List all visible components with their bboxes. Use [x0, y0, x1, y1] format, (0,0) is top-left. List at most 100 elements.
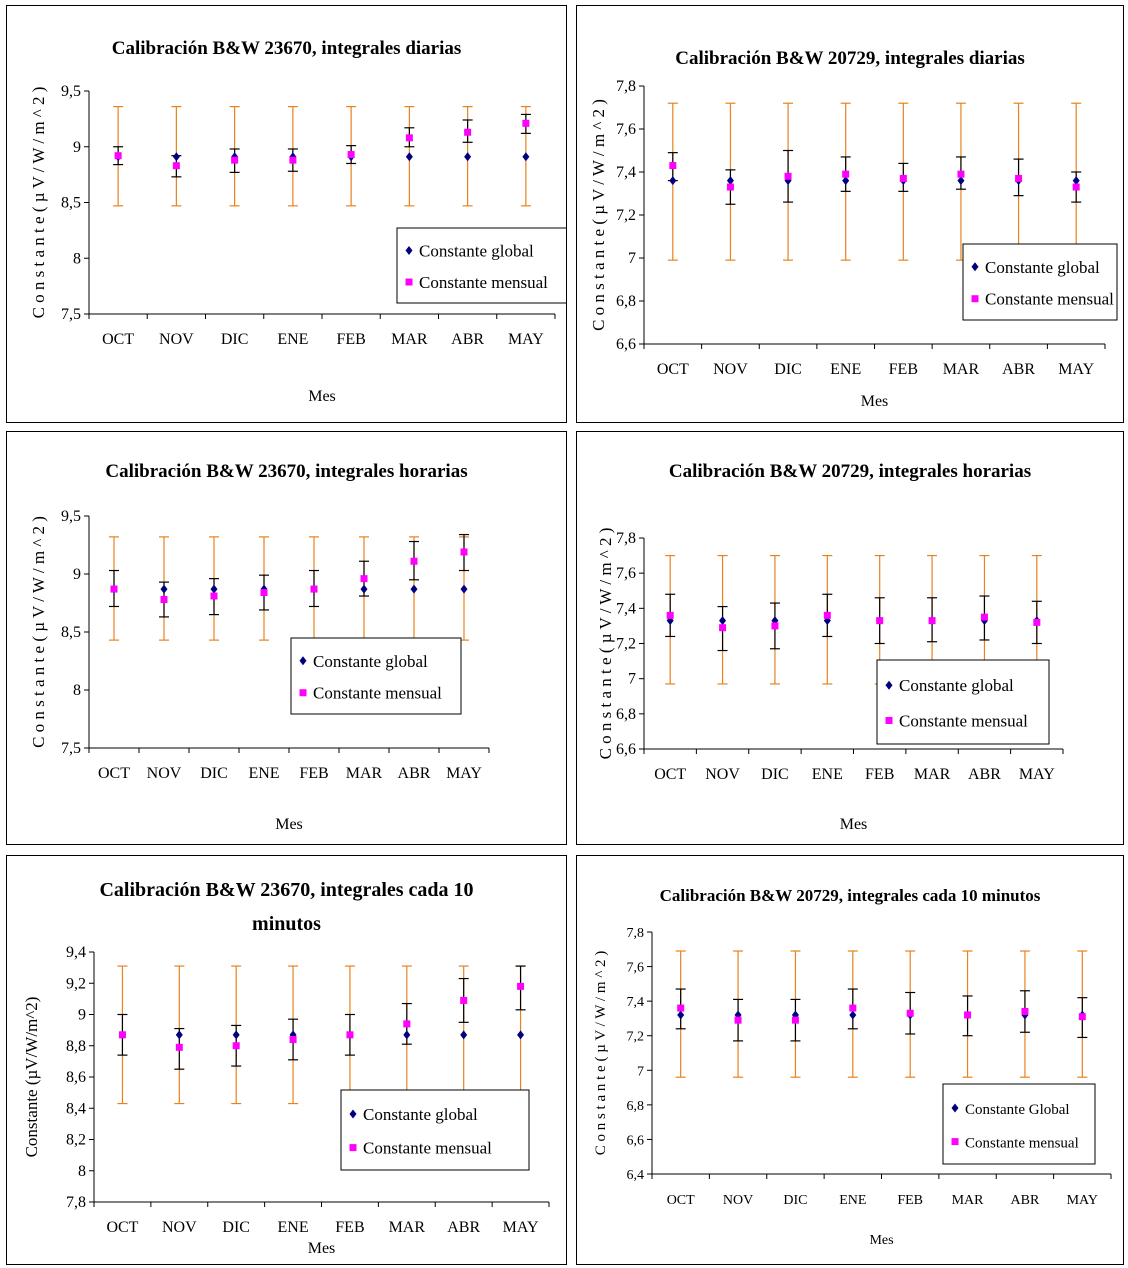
legend-global-label: Constante global — [363, 1105, 478, 1124]
x-tick-label: NOV — [162, 1219, 197, 1236]
chart-title-line2: minutos — [252, 913, 321, 935]
legend-global-marker — [299, 656, 307, 666]
y-tick-label: 7 — [628, 671, 636, 688]
mensual-point — [175, 1043, 183, 1051]
y-tick-label: 9 — [78, 1007, 86, 1024]
x-tick-label: OCT — [657, 361, 689, 378]
x-tick-label: DIC — [200, 765, 228, 782]
chart-panel-4: Calibración B&W 20729, integrales horari… — [576, 431, 1124, 845]
y-tick-label: 6,6 — [616, 741, 636, 758]
x-tick-label: MAY — [1019, 766, 1055, 783]
chart-panel-3: Calibración B&W 23670, integrales horari… — [6, 431, 567, 845]
x-axis-label: Mes — [840, 816, 868, 833]
x-tick-label: MAY — [1058, 361, 1094, 378]
mensual-point — [677, 1004, 685, 1012]
y-axis-label: C o n s t a n t e ( µ V / W / m ^ 2 ) — [29, 516, 48, 748]
legend-box — [290, 637, 462, 715]
mensual-point — [118, 1031, 126, 1039]
mensual-point — [231, 156, 239, 164]
chart-title: Calibración B&W 23670, integrales horari… — [105, 461, 467, 482]
y-tick-label: 7 — [637, 1064, 644, 1079]
mensual-point — [1015, 174, 1023, 182]
mensual-point — [110, 585, 118, 593]
global-point — [405, 152, 413, 162]
legend-mensual-label: Constante mensual — [985, 290, 1114, 309]
mensual-point — [260, 589, 268, 597]
chart-svg-3: Calibración B&W 23670, integrales horari… — [29, 461, 490, 833]
global-point — [957, 176, 965, 186]
y-tick-label: 9,5 — [61, 83, 81, 100]
x-tick-label: OCT — [102, 331, 134, 348]
x-tick-label: FEB — [299, 765, 328, 782]
legend-mensual-marker — [349, 1144, 357, 1152]
x-tick-label: DIC — [761, 766, 789, 783]
x-tick-label: NOV — [159, 331, 194, 348]
y-tick-label: 8,8 — [66, 1038, 86, 1055]
x-tick-label: MAY — [508, 331, 544, 348]
y-tick-label: 7,8 — [616, 78, 636, 95]
x-tick-label: NOV — [713, 361, 748, 378]
x-tick-label: MAR — [914, 766, 951, 783]
y-axis-label: C o n s t a n t e ( µ V / W / m ^ 2 ) — [596, 528, 615, 760]
x-tick-label: FEB — [336, 331, 365, 348]
chart-svg-2: Calibración B&W 20729, integrales diaria… — [589, 48, 1118, 410]
y-axis-label: Constante (µV/W/m^2) — [22, 997, 41, 1158]
mensual-point — [726, 183, 734, 191]
y-tick-label: 7,4 — [616, 164, 636, 181]
x-axis-label: Mes — [275, 816, 303, 833]
mensual-point — [964, 1011, 972, 1019]
legend-box — [396, 227, 566, 304]
y-tick-label: 7,8 — [627, 926, 645, 941]
x-tick-label: FEB — [335, 1219, 364, 1236]
legend-global-marker — [951, 1103, 959, 1113]
x-tick-label: MAY — [1067, 1193, 1098, 1208]
legend-mensual-label: Constante mensual — [419, 273, 548, 292]
mensual-point — [771, 622, 779, 630]
y-tick-label: 6,8 — [616, 293, 636, 310]
mensual-point — [957, 170, 965, 178]
mensual-point — [666, 611, 674, 619]
x-tick-label: FEB — [865, 766, 894, 783]
global-point — [232, 1030, 240, 1040]
y-tick-label: 9 — [73, 566, 81, 583]
x-tick-label: ENE — [839, 1193, 866, 1208]
mensual-point — [906, 1009, 914, 1017]
legend-mensual-marker — [951, 1138, 959, 1146]
mensual-point — [410, 557, 418, 565]
mensual-point — [460, 548, 468, 556]
chart-title: Calibración B&W 20729, integrales horari… — [669, 461, 1031, 482]
x-tick-label: OCT — [654, 766, 686, 783]
legend-box — [962, 243, 1118, 321]
chart-svg-5: Calibración B&W 23670, integrales cada 1… — [22, 879, 550, 1257]
mensual-point — [522, 119, 530, 127]
x-tick-label: MAR — [346, 765, 383, 782]
y-axis-label: C o n s t a n t e ( µ V / W / m ^ 2 ) — [593, 951, 609, 1156]
legend-box — [876, 659, 1050, 745]
global-point — [175, 1030, 183, 1040]
x-tick-label: NOV — [147, 765, 182, 782]
mensual-point — [347, 151, 355, 159]
y-tick-label: 8,4 — [66, 1100, 86, 1117]
x-tick-label: ABR — [451, 331, 484, 348]
mensual-point — [517, 982, 525, 990]
y-tick-label: 8,2 — [66, 1132, 86, 1149]
mensual-point — [403, 1020, 411, 1028]
chart-title: Calibración B&W 23670, integrales diaria… — [112, 38, 462, 59]
x-tick-label: MAR — [391, 331, 428, 348]
mensual-point — [928, 617, 936, 625]
x-tick-label: ABR — [1011, 1193, 1040, 1208]
x-tick-label: ENE — [248, 765, 279, 782]
mensual-point — [719, 624, 727, 632]
x-tick-label: DIC — [221, 331, 249, 348]
chart-title: Calibración B&W 23670, integrales cada 1… — [99, 879, 473, 901]
mensual-point — [289, 156, 297, 164]
y-tick-label: 7,2 — [616, 207, 636, 224]
global-point — [669, 176, 677, 186]
global-point — [410, 584, 418, 594]
y-tick-label: 7,6 — [616, 565, 636, 582]
mensual-point — [232, 1042, 240, 1050]
legend-mensual-marker — [405, 278, 413, 286]
y-tick-label: 7,5 — [61, 306, 81, 323]
mensual-point — [1072, 183, 1080, 191]
global-point — [517, 1030, 525, 1040]
